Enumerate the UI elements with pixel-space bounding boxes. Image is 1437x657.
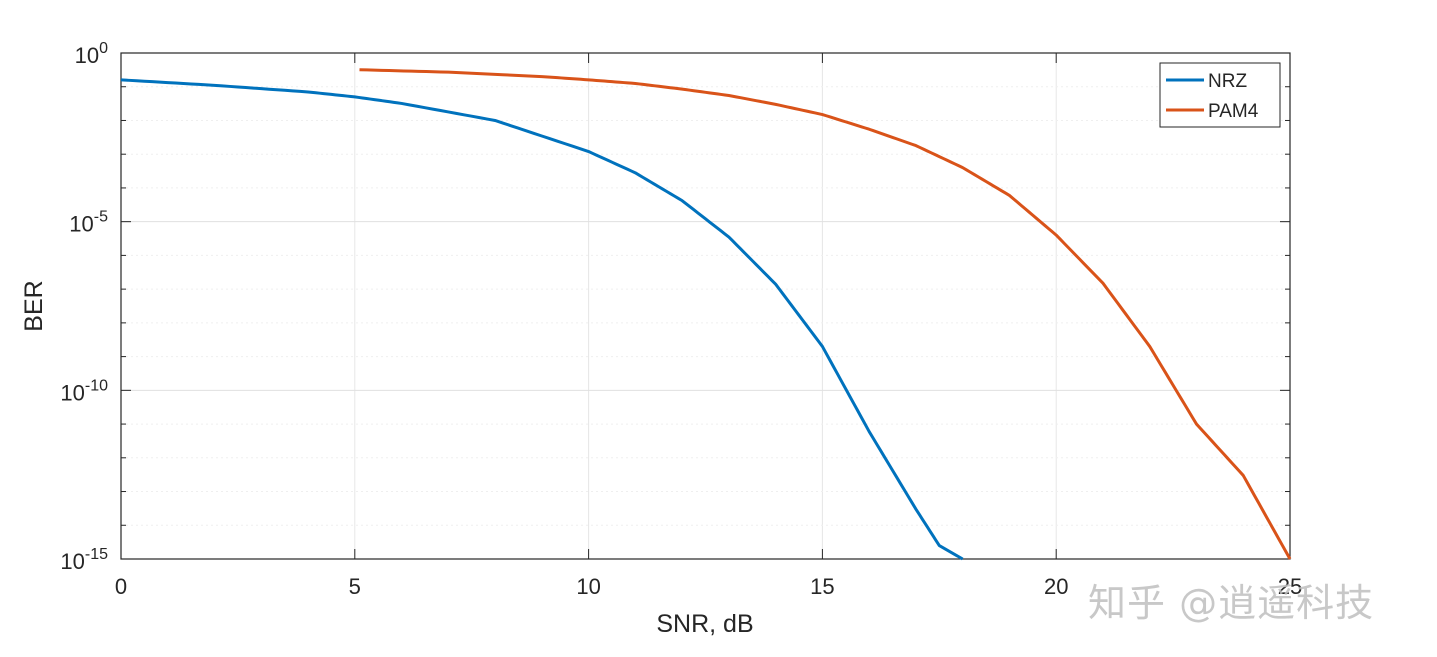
grid [120,52,1291,560]
plot-area-border [120,52,1291,560]
series-lines [120,68,1292,561]
x-tick-label: 5 [349,574,361,599]
y-tick-label: 10-15 [60,546,108,574]
legend-box [1159,62,1281,128]
x-tick-label: 25 [1278,574,1302,599]
axis-ticks: 0 5 10 15 20 25 100 10-5 10-10 10-15 [60,40,1302,599]
y-tick-label: 10-5 [69,209,108,237]
y-axis-label: BER [20,280,48,331]
x-tick-label: 15 [810,574,834,599]
x-tick-label: 10 [576,574,600,599]
x-tick-label: 0 [115,574,127,599]
series-line-nrz [120,78,964,561]
x-axis-label: SNR, dB [656,610,753,638]
y-tick-label: 10-10 [60,377,108,405]
legend-label-nrz: NRZ [1208,71,1247,92]
x-tick-label: 20 [1044,574,1068,599]
legend-label-pam4: PAM4 [1208,101,1259,122]
watermark-text: 知乎 @逍遥科技 [1088,581,1375,625]
series-line-pam4 [359,68,1292,560]
legend: NRZ PAM4 [1159,62,1281,128]
y-tick-label: 100 [75,40,108,68]
